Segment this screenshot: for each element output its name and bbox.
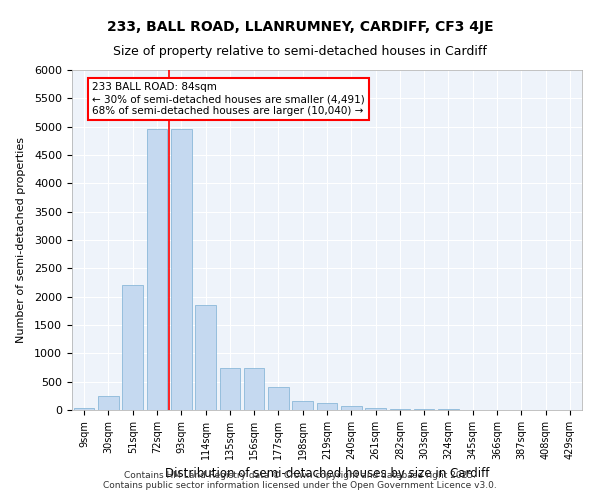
Bar bbox=[244, 368, 265, 410]
Bar bbox=[146, 130, 167, 410]
Bar bbox=[292, 401, 313, 410]
Bar bbox=[98, 396, 119, 410]
Bar bbox=[389, 409, 410, 410]
Y-axis label: Number of semi-detached properties: Number of semi-detached properties bbox=[16, 137, 26, 343]
Bar bbox=[195, 305, 216, 410]
Text: Size of property relative to semi-detached houses in Cardiff: Size of property relative to semi-detach… bbox=[113, 45, 487, 58]
Text: 233 BALL ROAD: 84sqm
← 30% of semi-detached houses are smaller (4,491)
68% of se: 233 BALL ROAD: 84sqm ← 30% of semi-detac… bbox=[92, 82, 365, 116]
Bar bbox=[341, 406, 362, 410]
X-axis label: Distribution of semi-detached houses by size in Cardiff: Distribution of semi-detached houses by … bbox=[165, 468, 489, 480]
Bar bbox=[122, 286, 143, 410]
Bar bbox=[268, 388, 289, 410]
Bar bbox=[365, 408, 386, 410]
Text: 233, BALL ROAD, LLANRUMNEY, CARDIFF, CF3 4JE: 233, BALL ROAD, LLANRUMNEY, CARDIFF, CF3… bbox=[107, 20, 493, 34]
Bar bbox=[220, 368, 240, 410]
Bar bbox=[317, 403, 337, 410]
Text: Contains HM Land Registry data © Crown copyright and database right 2025.
Contai: Contains HM Land Registry data © Crown c… bbox=[103, 470, 497, 490]
Bar bbox=[171, 130, 191, 410]
Bar bbox=[74, 408, 94, 410]
